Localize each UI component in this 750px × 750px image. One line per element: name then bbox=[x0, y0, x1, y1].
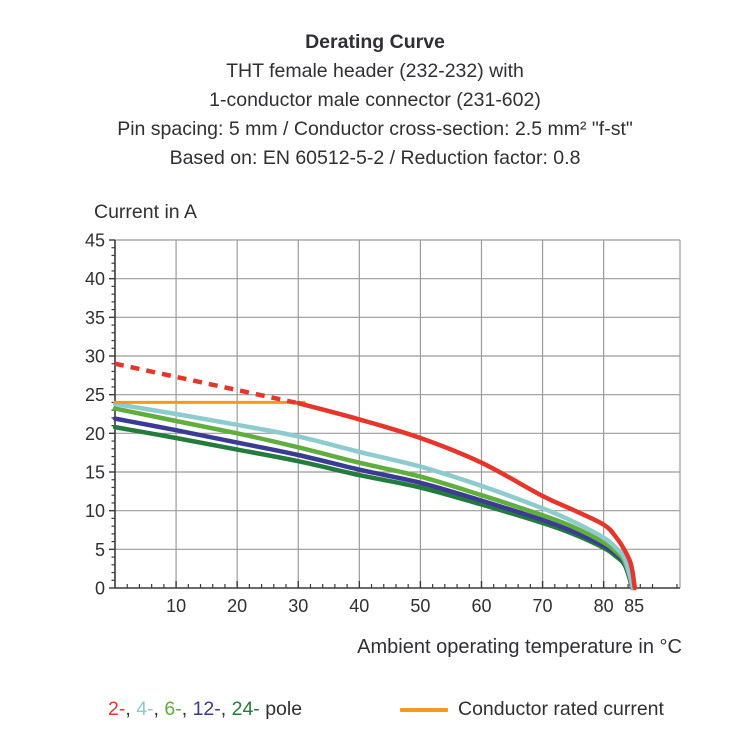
curve-2-pole bbox=[295, 400, 638, 591]
chart-subtitle-spacing: Pin spacing: 5 mm / Conductor cross-sect… bbox=[117, 118, 633, 140]
y-tick-label-25: 25 bbox=[85, 385, 105, 405]
chart-title-block: Derating Curve THT female header (232-23… bbox=[0, 28, 750, 173]
curve-24-pole bbox=[112, 424, 635, 591]
chart-subtitle-header: THT female header (232-232) with bbox=[226, 60, 524, 82]
y-tick-label-5: 5 bbox=[95, 540, 105, 560]
y-axis-title: Current in A bbox=[94, 201, 197, 223]
y-tick-label-10: 10 bbox=[85, 501, 105, 521]
legend-poles: 2-, 4-, 6-, 12-, 24- pole bbox=[108, 698, 302, 721]
legend-pole-24: 24- bbox=[231, 698, 260, 720]
x-tick-label-50: 50 bbox=[410, 596, 430, 616]
rated-current-label: Conductor rated current bbox=[458, 698, 664, 720]
legend-pole-2: 2- bbox=[108, 698, 126, 720]
x-tick-label-60: 60 bbox=[471, 596, 491, 616]
x-tick-label-80: 80 bbox=[594, 596, 614, 616]
y-tick-label-30: 30 bbox=[85, 347, 105, 367]
legend-separator: , bbox=[220, 698, 232, 720]
x-tick-label-85: 85 bbox=[624, 596, 644, 616]
legend-pole-12: 12- bbox=[192, 698, 221, 720]
x-axis-title: Ambient operating temperature in °C bbox=[357, 636, 682, 658]
legend-separator: , bbox=[153, 698, 165, 720]
legend-rated: Conductor rated current bbox=[400, 698, 664, 721]
x-tick-label-30: 30 bbox=[288, 596, 308, 616]
chart-subtitle-connector: 1-conductor male connector (231-602) bbox=[209, 89, 541, 111]
x-tick-label-20: 20 bbox=[227, 596, 247, 616]
y-tick-label-15: 15 bbox=[85, 463, 105, 483]
curve-4-pole bbox=[112, 401, 636, 591]
chart-title: Derating Curve bbox=[305, 31, 445, 53]
legend-pole-suffix: pole bbox=[259, 698, 303, 720]
curve-6-pole bbox=[112, 406, 636, 591]
y-tick-label-45: 45 bbox=[85, 231, 105, 251]
curve-2-pole-unreduced bbox=[114, 361, 299, 406]
y-tick-label-20: 20 bbox=[85, 424, 105, 444]
y-tick-label-40: 40 bbox=[85, 269, 105, 289]
x-tick-label-10: 10 bbox=[166, 596, 186, 616]
x-tick-label-40: 40 bbox=[349, 596, 369, 616]
y-tick-label-0: 0 bbox=[95, 579, 105, 599]
chart-subtitle-standard: Based on: EN 60512-5-2 / Reduction facto… bbox=[169, 147, 581, 169]
x-tick-label-70: 70 bbox=[533, 596, 553, 616]
legend-pole-4: 4- bbox=[136, 698, 154, 720]
legend-separator: , bbox=[181, 698, 193, 720]
legend-separator: , bbox=[125, 698, 137, 720]
rated-current-line-swatch bbox=[400, 707, 448, 712]
legend-pole-6: 6- bbox=[164, 698, 182, 720]
y-tick-label-35: 35 bbox=[85, 308, 105, 328]
